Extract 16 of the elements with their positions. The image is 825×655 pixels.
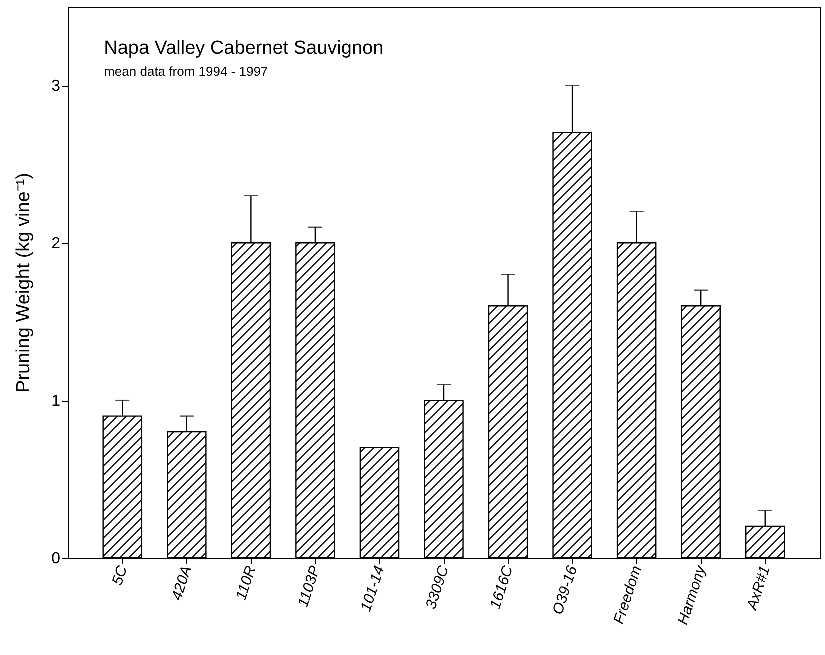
y-axis-title: Pruning Weight (kg vine⁻¹) — [14, 172, 35, 394]
x-tick-label: 5C — [109, 564, 132, 588]
text: mean data from 1994 - 1997 — [104, 64, 268, 79]
text: Napa Valley Cabernet Sauvignon — [104, 38, 384, 59]
y-tick-label: 2 — [52, 236, 61, 253]
x-tick-label: 1616C — [487, 564, 517, 612]
x-tick-label: AxR#1 — [744, 564, 774, 614]
y-tick-label: 0 — [52, 550, 61, 568]
x-tick-label: 3309C — [422, 564, 453, 612]
x-tick-label: 101-14 — [358, 564, 388, 614]
x-tick-label: 110R — [232, 564, 260, 602]
x-tick-label: 1103P — [294, 564, 324, 610]
x-tick-label: 420A — [168, 564, 196, 603]
x-tick-label: O39-16 — [549, 563, 582, 617]
y-tick-label: 3 — [52, 78, 61, 96]
y-tick-label: 1 — [52, 393, 61, 410]
